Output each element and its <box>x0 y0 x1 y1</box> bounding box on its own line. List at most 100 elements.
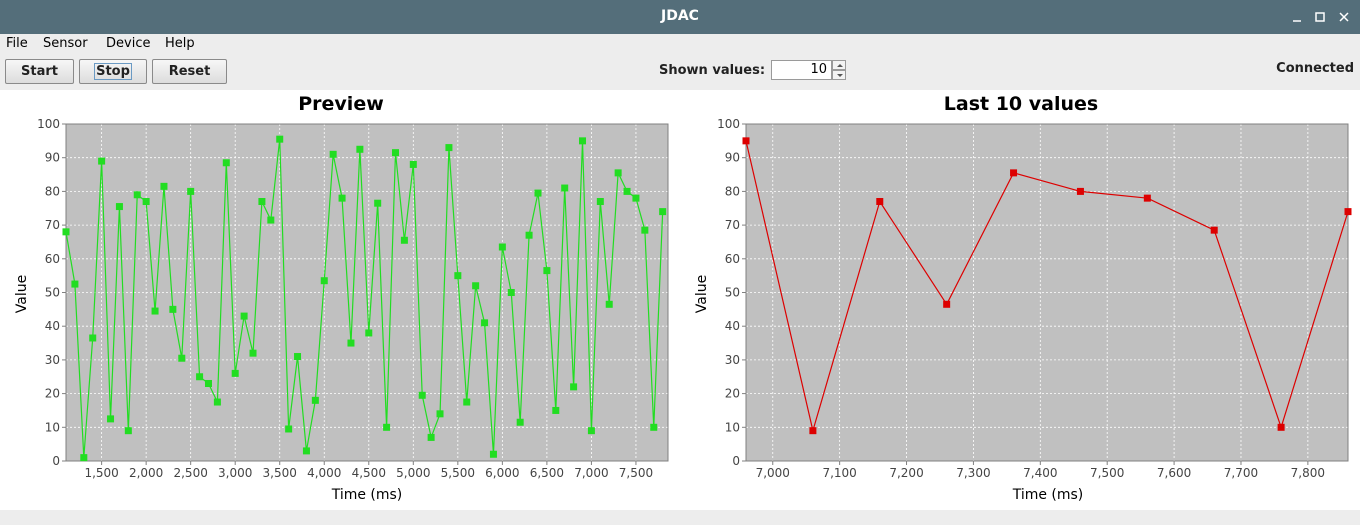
x-tick-label: 4,500 <box>352 466 386 480</box>
shown-values-spinner[interactable]: 10 <box>771 60 847 80</box>
maximize-icon[interactable] <box>1312 9 1328 25</box>
close-icon[interactable] <box>1336 9 1352 25</box>
shown-values-label: Shown values: <box>659 63 766 78</box>
data-point <box>418 391 426 399</box>
data-point <box>240 312 248 320</box>
data-point <box>347 339 355 347</box>
data-point <box>596 198 604 206</box>
y-axis-label: Value <box>694 275 710 313</box>
menu-file[interactable]: File <box>6 36 28 51</box>
series-line <box>65 139 664 458</box>
data-point <box>383 423 391 431</box>
data-point <box>80 454 88 462</box>
data-point <box>160 182 168 190</box>
data-point <box>943 300 951 308</box>
y-tick-label: 10 <box>725 420 740 434</box>
y-tick-label: 20 <box>725 387 740 401</box>
data-point <box>489 450 497 458</box>
spinner-up-icon[interactable] <box>832 60 846 70</box>
data-point <box>427 433 435 441</box>
menu-device[interactable]: Device <box>106 36 151 51</box>
data-point <box>400 236 408 244</box>
x-tick-label: 7,000 <box>574 466 608 480</box>
data-point <box>445 144 453 152</box>
y-tick-label: 50 <box>725 286 740 300</box>
y-tick-label: 30 <box>725 353 740 367</box>
title-bar: JDAC <box>0 0 1360 34</box>
chart-title: Last 10 values <box>944 93 1098 115</box>
menu-bar: File Sensor Device Help <box>0 34 1360 54</box>
x-tick-label: 7,600 <box>1157 466 1191 480</box>
data-point <box>614 169 622 177</box>
data-point <box>605 300 613 308</box>
data-point <box>365 329 373 337</box>
data-point <box>632 194 640 202</box>
data-point <box>579 137 587 145</box>
y-tick-label: 80 <box>725 184 740 198</box>
x-tick-label: 7,000 <box>756 466 790 480</box>
y-tick-label: 30 <box>45 353 60 367</box>
data-point <box>356 145 364 153</box>
y-tick-label: 90 <box>725 151 740 165</box>
data-point <box>454 272 462 280</box>
data-point <box>222 159 230 167</box>
x-axis-label: Time (ms) <box>1012 487 1084 503</box>
data-point <box>650 423 658 431</box>
data-point <box>258 198 266 206</box>
start-button[interactable]: Start <box>5 59 74 84</box>
x-tick-label: 7,200 <box>889 466 923 480</box>
data-point <box>561 184 569 192</box>
y-tick-label: 60 <box>725 252 740 266</box>
x-tick-label: 7,500 <box>1090 466 1124 480</box>
data-point <box>587 427 595 435</box>
y-tick-label: 70 <box>725 218 740 232</box>
minimize-icon[interactable] <box>1289 9 1305 25</box>
y-tick-label: 0 <box>52 454 60 468</box>
data-point <box>876 198 884 206</box>
stop-button[interactable]: Stop <box>79 59 147 84</box>
data-point <box>89 334 97 342</box>
menu-sensor[interactable]: Sensor <box>43 36 88 51</box>
y-tick-label: 80 <box>45 184 60 198</box>
data-point <box>742 137 750 145</box>
data-point <box>151 307 159 315</box>
data-point <box>623 187 631 195</box>
data-point <box>285 425 293 433</box>
data-point <box>213 398 221 406</box>
data-point <box>98 157 106 165</box>
connection-status: Connected <box>1276 61 1354 76</box>
data-point <box>302 447 310 455</box>
data-point <box>498 243 506 251</box>
data-point <box>329 150 337 158</box>
data-point <box>178 354 186 362</box>
data-point <box>391 149 399 157</box>
chart-title: Preview <box>298 93 384 115</box>
x-tick-label: 6,500 <box>530 466 564 480</box>
data-point <box>107 415 115 423</box>
x-tick-label: 4,000 <box>307 466 341 480</box>
data-point <box>267 216 275 224</box>
data-point <box>1076 187 1084 195</box>
data-point <box>463 398 471 406</box>
data-point <box>525 231 533 239</box>
x-tick-label: 2,000 <box>129 466 163 480</box>
shown-values-input[interactable]: 10 <box>771 60 832 80</box>
y-tick-label: 10 <box>45 420 60 434</box>
y-tick-label: 40 <box>725 319 740 333</box>
stop-button-label: Stop <box>94 63 132 80</box>
menu-help[interactable]: Help <box>165 36 195 51</box>
data-point <box>311 396 319 404</box>
data-point <box>659 208 667 216</box>
preview-chart: 0 10 20 30 40 50 60 70 80 90 100 1,500 2,000 2,500 3,0… <box>14 93 669 503</box>
reset-button[interactable]: Reset <box>152 59 227 84</box>
toolbar: Start Stop Reset Shown values: 10 Connec… <box>0 54 1360 90</box>
y-tick-label: 40 <box>45 319 60 333</box>
spinner-down-icon[interactable] <box>832 70 846 80</box>
data-point <box>436 410 444 418</box>
data-point <box>472 282 480 290</box>
data-point <box>1010 169 1018 177</box>
data-point <box>552 406 560 414</box>
data-point <box>187 187 195 195</box>
data-point <box>276 135 284 143</box>
y-tick-label: 70 <box>45 218 60 232</box>
